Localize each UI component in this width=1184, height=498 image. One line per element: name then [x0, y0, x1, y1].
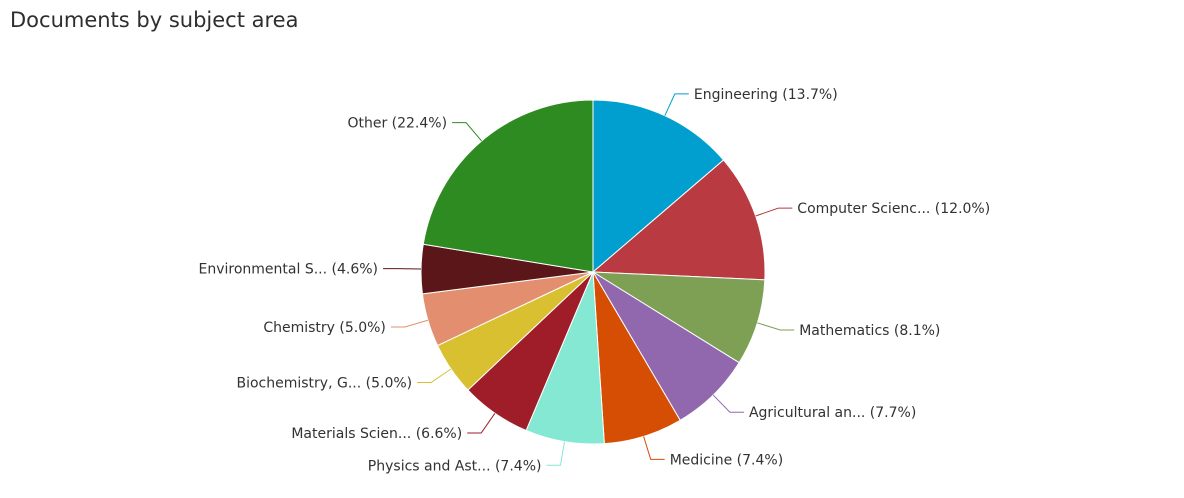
pie-slice-engineering[interactable] — [592, 99, 725, 273]
leader-line-materials-scien — [467, 412, 496, 434]
slice-label-engineering: Engineering (13.7%) — [694, 87, 838, 103]
leader-line-engineering — [664, 93, 689, 116]
slice-label-materials-scien: Materials Scien... (6.6%) — [291, 426, 462, 442]
slice-label-biochemistry-g: Biochemistry, G... (5.0%) — [236, 376, 412, 392]
slice-label-physics-and-ast: Physics and Ast... (7.4%) — [368, 458, 542, 474]
leader-line-physics-and-ast — [546, 441, 565, 466]
pie-slice-mathematics[interactable] — [592, 271, 766, 364]
slice-label-chemistry: Chemistry (5.0%) — [263, 320, 386, 336]
chart-title: Documents by subject area — [10, 8, 299, 32]
pie-slice-other[interactable] — [422, 99, 594, 273]
slice-label-mathematics: Mathematics (8.1%) — [799, 323, 940, 339]
leader-line-agricultural-an — [712, 394, 744, 413]
slice-label-medicine: Medicine (7.4%) — [670, 452, 783, 468]
slice-label-other: Other (22.4%) — [347, 116, 447, 132]
leader-line-other — [452, 122, 482, 142]
leader-line-mathematics — [757, 322, 795, 331]
pie-slice-computer-scienc[interactable] — [592, 159, 766, 281]
leader-line-computer-scienc — [755, 207, 793, 217]
slice-label-environmental-s: Environmental S... (4.6%) — [199, 262, 379, 278]
leader-line-biochemistry-g — [417, 368, 452, 384]
slice-label-agricultural-an: Agricultural an... (7.7%) — [749, 405, 916, 421]
slice-label-computer-scienc: Computer Scienc... (12.0%) — [797, 201, 990, 217]
leader-line-chemistry — [390, 319, 429, 328]
leader-line-medicine — [643, 436, 665, 460]
